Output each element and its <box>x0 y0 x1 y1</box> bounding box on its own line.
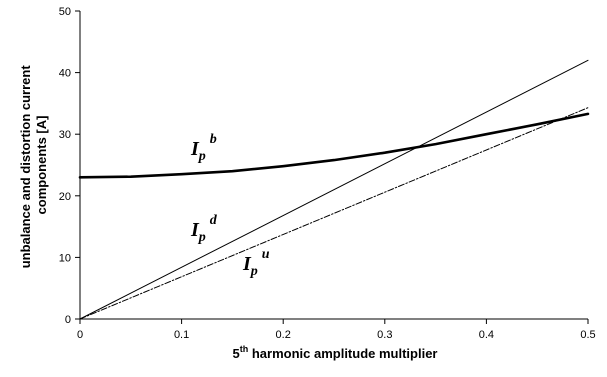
x-tick-label: 0.1 <box>174 329 189 341</box>
x-tick-label: 0.4 <box>479 329 494 341</box>
x-tick-label: 0 <box>77 329 83 341</box>
series-label-ipb-sub: p <box>198 149 206 164</box>
series-label-ipd: Ipd <box>190 213 218 245</box>
y-axis-title: unbalance and distortion current compone… <box>18 62 49 269</box>
y-tick-label: 20 <box>59 191 71 203</box>
x-axis <box>79 318 589 324</box>
series-line-ipu <box>79 107 589 320</box>
y-axis-title-line-1: unbalance and distortion current <box>18 65 33 269</box>
y-tick-label: 10 <box>59 252 71 264</box>
y-axis <box>75 10 81 320</box>
series-label-ipu: Ipu <box>242 247 270 279</box>
x-tick-label: 0.5 <box>580 329 595 341</box>
series-label-ipb-main: I <box>190 138 200 160</box>
x-tick-label: 0.2 <box>276 329 291 341</box>
x-axis-title: 5th harmonic amplitude multiplier <box>233 344 438 361</box>
series-label-ipu-main: I <box>242 253 252 275</box>
series-label-ipb-sup: b <box>210 132 217 147</box>
series-label-ipd-sup: d <box>210 213 218 228</box>
x-axis-title-base: 5 <box>233 346 240 361</box>
x-tick-label: 0.3 <box>377 329 392 341</box>
series-label-ipu-sup: u <box>262 247 270 262</box>
series-label-ipd-main: I <box>190 219 200 241</box>
series-label-ipb: Ipb <box>190 132 217 164</box>
y-tick-label: 30 <box>59 129 71 141</box>
plot-lines <box>78 59 590 320</box>
y-axis-title-line-2: components [A] <box>34 116 49 215</box>
series-line-ipb <box>78 112 590 179</box>
y-tick-labels: 0 10 20 30 40 50 <box>59 6 71 326</box>
y-tick-label: 40 <box>59 68 71 80</box>
series-label-ipd-sub: p <box>198 230 206 245</box>
series-label-ipu-sub: p <box>250 264 258 279</box>
y-tick-label: 0 <box>65 314 71 326</box>
x-tick-labels: 0 0.1 0.2 0.3 0.4 0.5 <box>77 329 596 341</box>
y-tick-label: 50 <box>59 6 71 18</box>
x-axis-title-rest: harmonic amplitude multiplier <box>248 346 437 361</box>
x-axis-title-sup: th <box>240 344 249 354</box>
series-line-ipd <box>79 59 589 320</box>
